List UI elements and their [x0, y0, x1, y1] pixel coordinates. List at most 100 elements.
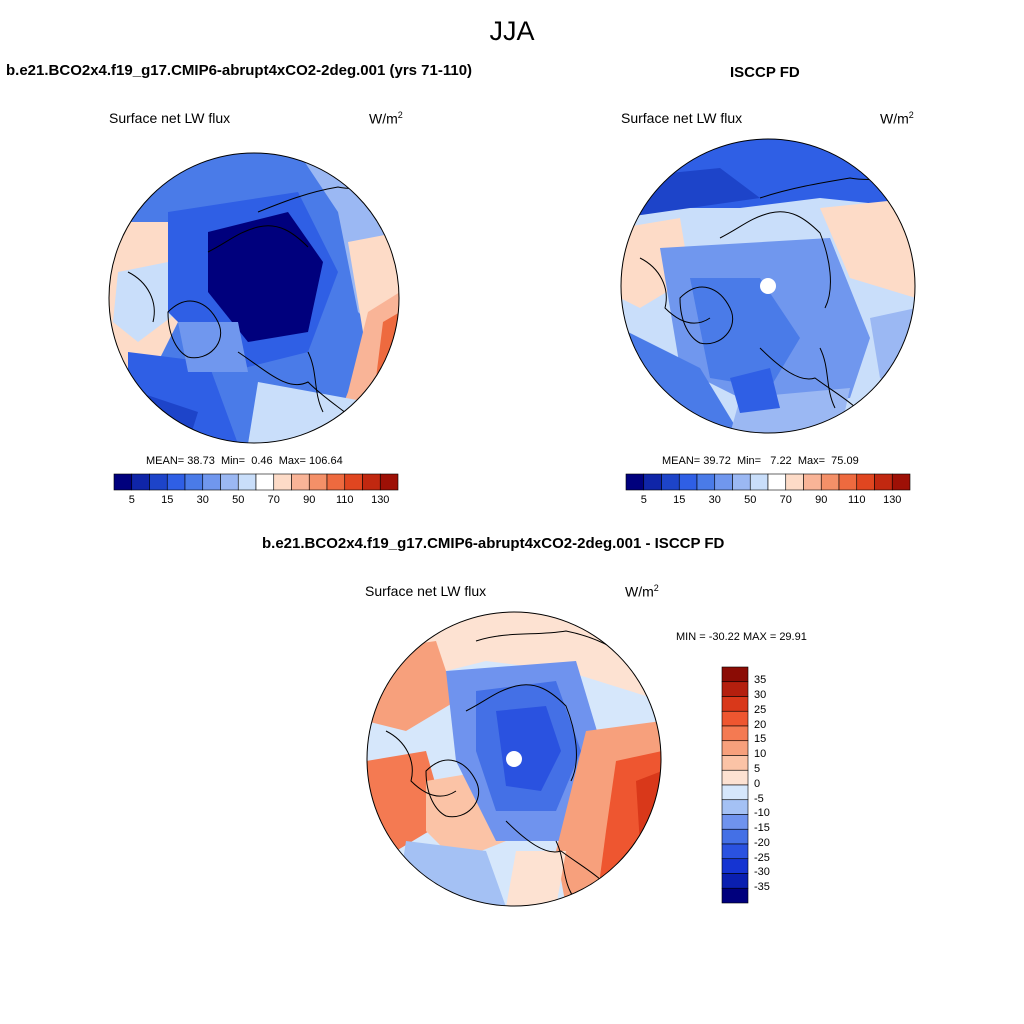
- panel-3-colorbar-ticks: 35 30 25 20 15 10 5 0 -5 -10 -15 -20 -25…: [754, 667, 794, 903]
- colorbar-swatch: [166, 473, 186, 491]
- panel-3-title: b.e21.BCO2x4.f19_g17.CMIP6-abrupt4xCO2-2…: [262, 535, 725, 552]
- colorbar-swatch: [696, 473, 716, 491]
- panel-3-map: [366, 611, 662, 907]
- cb3-tick: -25: [754, 852, 770, 864]
- colorbar-swatch: [838, 473, 858, 491]
- panel-1-variable: Surface net LW flux: [109, 110, 231, 126]
- colorbar-swatch: [721, 681, 749, 697]
- cb3-tick: -30: [754, 866, 770, 878]
- colorbar-swatch: [721, 814, 749, 830]
- colorbar-swatch: [856, 473, 875, 491]
- panel-3-variable: Surface net LW flux: [365, 583, 487, 599]
- colorbar-swatch: [732, 473, 751, 491]
- colorbar-swatch: [749, 473, 769, 491]
- colorbar-swatch: [202, 473, 221, 491]
- colorbar-swatch: [184, 473, 204, 491]
- cb3-tick: -35: [754, 881, 770, 893]
- cb1-tick: 130: [371, 494, 390, 506]
- cb1-tick: 70: [267, 494, 280, 506]
- cb2-tick: 5: [640, 494, 647, 506]
- cb2-tick: 110: [847, 494, 866, 506]
- figure-title: JJA: [489, 16, 535, 46]
- cb3-tick: 0: [754, 778, 761, 790]
- colorbar-swatch: [379, 473, 399, 491]
- panel-1-units: W/m2: [369, 110, 403, 127]
- cb2-tick: 90: [815, 494, 828, 506]
- panel-1-colorbar: [113, 473, 399, 491]
- cb2-tick: 30: [708, 494, 721, 506]
- colorbar-swatch: [874, 473, 893, 491]
- panel-2-variable: Surface net LW flux: [621, 110, 743, 126]
- colorbar-swatch: [255, 473, 275, 491]
- panel-1-map: [108, 152, 400, 444]
- cb3-tick: 5: [754, 763, 761, 775]
- colorbar-swatch: [661, 473, 680, 491]
- cb3-tick: -20: [754, 837, 770, 849]
- colorbar-swatch: [714, 473, 733, 491]
- panel-2-stats: MEAN= 39.72 Min= 7.22 Max= 75.09: [662, 455, 859, 467]
- cb3-tick: -15: [754, 822, 770, 834]
- colorbar-swatch: [820, 473, 840, 491]
- colorbar-swatch: [891, 473, 911, 491]
- colorbar-swatch: [291, 473, 310, 491]
- colorbar-swatch: [721, 873, 749, 889]
- cb3-tick: -10: [754, 807, 770, 819]
- cb3-tick: 25: [754, 704, 767, 716]
- cb3-tick: 20: [754, 719, 767, 731]
- panel-2-map: [620, 138, 916, 434]
- cb1-tick: 5: [128, 494, 135, 506]
- colorbar-swatch: [113, 473, 133, 491]
- cb3-tick: -5: [754, 793, 764, 805]
- colorbar-swatch: [220, 473, 239, 491]
- colorbar-swatch: [721, 710, 749, 727]
- colorbar-swatch: [678, 473, 698, 491]
- cb2-tick: 50: [744, 494, 757, 506]
- panel-2-colorbar: [625, 473, 911, 491]
- colorbar-swatch: [273, 473, 292, 491]
- colorbar-swatch: [721, 725, 749, 742]
- colorbar-swatch: [721, 799, 749, 815]
- cb1-tick: 30: [196, 494, 209, 506]
- colorbar-swatch: [721, 769, 749, 786]
- cb3-tick: 30: [754, 689, 767, 701]
- cb1-tick: 110: [335, 494, 354, 506]
- colorbar-swatch: [721, 887, 749, 904]
- cb3-tick: 10: [754, 748, 767, 760]
- colorbar-swatch: [643, 473, 662, 491]
- cb2-tick: 130: [883, 494, 902, 506]
- cb2-tick: 15: [673, 494, 686, 506]
- colorbar-swatch: [149, 473, 168, 491]
- colorbar-swatch: [721, 740, 749, 756]
- panel-1-title: b.e21.BCO2x4.f19_g17.CMIP6-abrupt4xCO2-2…: [6, 62, 473, 79]
- cb2-tick: 70: [779, 494, 792, 506]
- colorbar-swatch: [326, 473, 346, 491]
- cb1-tick: 15: [161, 494, 174, 506]
- panel-3-minmax: MIN = -30.22 MAX = 29.91: [676, 631, 807, 643]
- colorbar-swatch: [721, 755, 749, 771]
- colorbar-swatch: [721, 843, 749, 860]
- colorbar-swatch: [721, 696, 749, 712]
- panel-1-stats: MEAN= 38.73 Min= 0.46 Max= 106.64: [146, 455, 343, 467]
- colorbar-swatch: [721, 828, 749, 845]
- colorbar-swatch: [625, 473, 645, 491]
- cb3-tick: 15: [754, 733, 767, 745]
- cb1-tick: 90: [303, 494, 316, 506]
- colorbar-swatch: [362, 473, 381, 491]
- colorbar-swatch: [344, 473, 363, 491]
- cb3-tick: 35: [754, 674, 767, 686]
- colorbar-swatch: [803, 473, 822, 491]
- colorbar-swatch: [785, 473, 804, 491]
- colorbar-swatch: [308, 473, 328, 491]
- colorbar-swatch: [721, 784, 749, 801]
- colorbar-swatch: [131, 473, 150, 491]
- panel-2-units: W/m2: [880, 110, 914, 127]
- colorbar-swatch: [767, 473, 787, 491]
- panel-3-colorbar: [721, 666, 749, 904]
- colorbar-swatch: [721, 858, 749, 874]
- colorbar-swatch: [237, 473, 257, 491]
- cb1-tick: 50: [232, 494, 245, 506]
- panel-3-units: W/m2: [625, 583, 659, 600]
- panel-2-title: ISCCP FD: [730, 64, 800, 81]
- panel-2-colorbar-ticks: 5 15 30 50 70 90 110 130: [626, 494, 910, 508]
- colorbar-swatch: [721, 666, 749, 683]
